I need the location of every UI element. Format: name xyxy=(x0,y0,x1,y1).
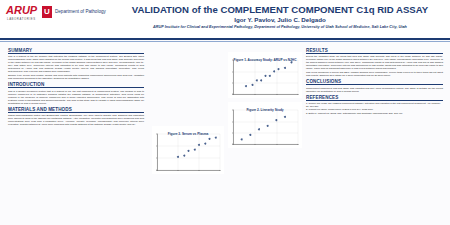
html-text:VALIDATION of the COMPLEMENT C: VALIDATION of the COMPLEMENT COMPONENT C… xyxy=(131,4,429,15)
html-text:Radial immunodiffusion plates: Radial immunodiffusion plates (The Bindi… xyxy=(8,113,144,126)
html-text:1. Cooper NR (1985) The classi: 1. Cooper NR (1985) The classical comple… xyxy=(306,101,441,107)
html-text:C1q levels measured in serum a: C1q levels measured in serum and EDTA pl… xyxy=(306,71,443,78)
html-text:2. Walport MJ (2001) Complemen: 2. Walport MJ (2001) Complement. N Engl … xyxy=(306,108,374,111)
html-text:INTRODUCTION: INTRODUCTION xyxy=(8,82,45,88)
html-text:C1q is a subunit of the C1 com: C1q is a subunit of the C1 complex that … xyxy=(8,55,144,74)
html-text:Sample type: serum from health: Sample type: serum from healthy donors a… xyxy=(8,74,144,81)
html-text:ARUP: ARUP xyxy=(6,4,38,16)
svg-text:Figure 3. Serum vs Plasma: Figure 3. Serum vs Plasma xyxy=(168,132,209,136)
html-text:ARUP Institute for Clinical an: ARUP Institute for Clinical and Experime… xyxy=(153,25,407,29)
html-text:Igor Y. Pavlov, Julio C. Delga: Igor Y. Pavlov, Julio C. Delgado xyxy=(234,16,326,23)
html-text:SUMMARY: SUMMARY xyxy=(8,48,33,53)
html-text:CONCLUSIONS: CONCLUSIONS xyxy=(306,79,341,85)
html-text:3. Botto M, Walport MJ (2002): 3. Botto M, Walport MJ (2002) C1q, autoi… xyxy=(306,111,403,114)
html-text:During the validation study we: During the validation study we found tha… xyxy=(306,55,443,71)
svg-text:Figure 1. Accuracy Study: ARUP: Figure 1. Accuracy Study: ARUP vs NJHC xyxy=(234,58,298,62)
html-text:MATERIALS AND METHODS: MATERIALS AND METHODS xyxy=(8,106,72,112)
html-text:RESULTS: RESULTS xyxy=(306,48,328,53)
html-text:C1q is a soluble hexameric pro: C1q is a soluble hexameric protein that … xyxy=(8,89,144,105)
html-text:Complement component C1q RID a: Complement component C1q RID assay was v… xyxy=(306,86,443,93)
html-text:U: U xyxy=(44,7,50,16)
html-text:Department of Pathology: Department of Pathology xyxy=(55,9,106,14)
html-text:LABORATORIES: LABORATORIES xyxy=(7,17,36,21)
html-text:REFERENCES: REFERENCES xyxy=(306,94,339,100)
svg-text:Figure 2. Linearity Study: Figure 2. Linearity Study xyxy=(246,108,283,112)
